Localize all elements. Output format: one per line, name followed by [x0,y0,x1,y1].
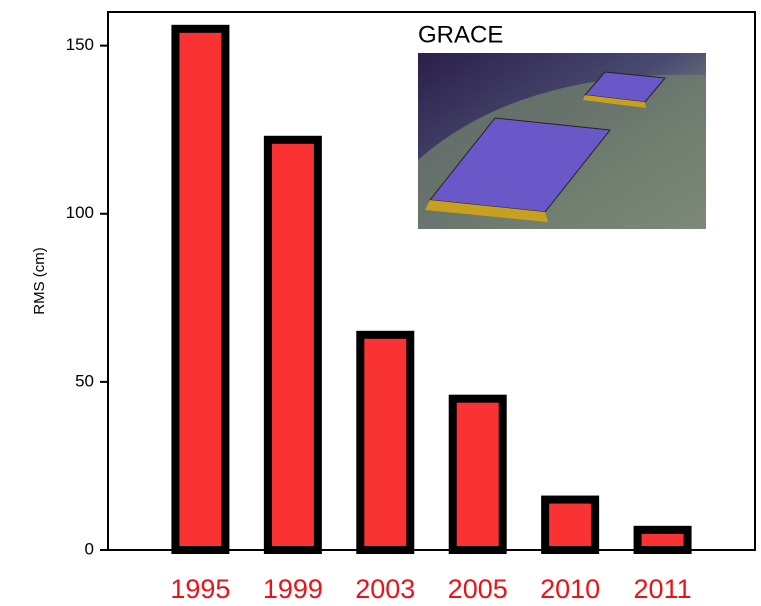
bar [268,140,318,550]
bar [175,29,225,550]
x-tick-label: 2010 [540,574,600,604]
bar [638,530,688,550]
bar [545,500,595,550]
y-tick-label: 100 [66,203,94,222]
annotation: GRACE [418,21,503,48]
bar [360,335,410,550]
x-tick-label: 1999 [263,574,323,604]
y-axis-label: RMS (cm) [31,247,48,315]
y-tick-label: 50 [75,371,94,390]
chart: GRACE RMS (cm) 0 50 100 150 1995 1999 2003 2005… [0,0,761,606]
y-tick-label: 150 [66,35,94,54]
x-tick-label: 2005 [448,574,508,604]
x-tick-label: 2011 [634,574,692,604]
x-tick-label: 2003 [355,574,415,604]
y-tick-label: 0 [85,539,94,558]
bar [453,399,503,550]
inset-image [418,53,706,229]
x-tick-label: 1995 [170,574,230,604]
